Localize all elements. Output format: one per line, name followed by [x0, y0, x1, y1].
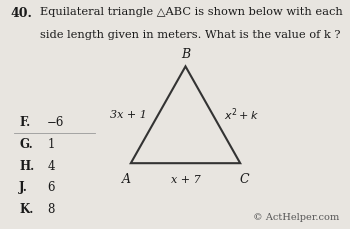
Text: Equilateral triangle △ABC is shown below with each: Equilateral triangle △ABC is shown below… [40, 7, 343, 17]
Text: © ActHelper.com: © ActHelper.com [253, 213, 340, 222]
Text: F.: F. [19, 116, 30, 129]
Text: 4: 4 [47, 160, 55, 172]
Text: −6: −6 [47, 116, 65, 129]
Text: B: B [181, 48, 190, 61]
Text: 6: 6 [47, 181, 55, 194]
Text: side length given in meters. What is the value of k ?: side length given in meters. What is the… [40, 30, 341, 40]
Text: J.: J. [19, 181, 28, 194]
Text: $x^2 + k$: $x^2 + k$ [224, 106, 259, 123]
Text: 1: 1 [47, 138, 55, 151]
Text: 3x + 1: 3x + 1 [110, 110, 147, 120]
Text: K.: K. [19, 203, 34, 216]
Text: x + 7: x + 7 [171, 175, 200, 185]
Text: A: A [122, 173, 131, 186]
Text: 40.: 40. [10, 7, 32, 20]
Text: C: C [240, 173, 249, 186]
Text: H.: H. [19, 160, 35, 172]
Text: G.: G. [19, 138, 33, 151]
Text: 8: 8 [47, 203, 55, 216]
